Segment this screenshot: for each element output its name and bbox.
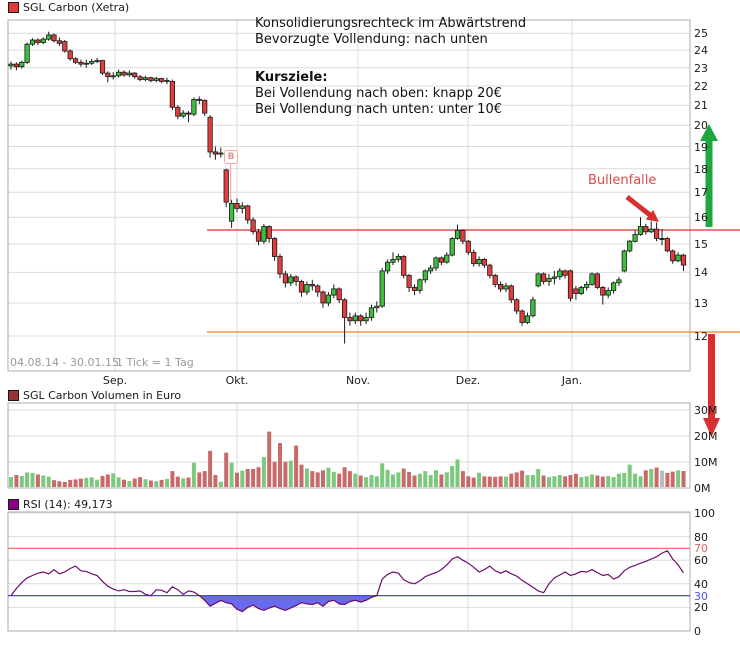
price-tick-label: 25 [694, 27, 708, 41]
rsi-tick-label: 0 [694, 625, 701, 638]
rsi-legend-swatch-icon [8, 499, 19, 510]
price-tick-label: 15 [694, 238, 708, 251]
bullenfalle-arrow [625, 195, 659, 222]
price-tick-label: 19 [694, 140, 708, 154]
price-tick-label: 18 [694, 162, 708, 176]
month-label: Okt. [225, 374, 249, 387]
tick-interval-label: 1 Tick = 1 Tag [116, 356, 194, 369]
month-label: Sep. [102, 374, 128, 387]
volume-tick-label: 0M [694, 482, 711, 495]
month-label: Jan. [561, 374, 583, 387]
month-label: Dez. [455, 374, 481, 387]
date-range-label: 04.08.14 - 30.01.15 [10, 356, 119, 369]
rsi-legend: RSI (14): 49,173 [8, 499, 113, 510]
bullenfalle-label: Bullenfalle [588, 173, 657, 188]
price-tick-label: 12 [694, 330, 708, 343]
price-plot-area[interactable] [8, 20, 690, 371]
rsi-tick-label: 70 [694, 542, 708, 556]
rsi-plot-area[interactable] [8, 512, 690, 631]
rsi-tick-label: 100 [694, 507, 715, 520]
price-tick-label: 24 [694, 44, 708, 58]
rsi-legend-label: RSI (14): 49,173 [23, 498, 113, 511]
price-tick-label: 22 [694, 80, 708, 93]
rsi-tick-label: 60 [694, 554, 708, 568]
upside-target-arrow [700, 124, 718, 227]
volume-tick-label: 30M [694, 404, 718, 417]
analysis-annotation: Konsolidierungsrechteck im Abwärtstrend … [255, 16, 526, 118]
price-legend-swatch-icon [8, 2, 19, 13]
price-legend-label: SGL Carbon (Xetra) [23, 1, 130, 14]
rsi-tick-label: 40 [694, 577, 708, 591]
price-tick-label: 14 [694, 266, 708, 280]
b-event-marker[interactable]: B [224, 150, 238, 164]
volume-legend-label: SGL Carbon Volumen in Euro [23, 389, 182, 402]
rsi-tick-label: 20 [694, 601, 708, 615]
price-tick-label: 20 [694, 119, 708, 133]
price-tick-label: 17 [694, 186, 708, 200]
annotation-target-down: Bei Vollendung nach unten: unter 10€ [255, 102, 502, 117]
price-tick-label: 16 [694, 211, 708, 225]
price-legend: SGL Carbon (Xetra) [8, 2, 129, 13]
volume-legend-swatch-icon [8, 390, 19, 401]
rsi-tick-label: 30 [694, 589, 708, 603]
volume-plot-area[interactable] [8, 403, 690, 488]
price-tick-label: 13 [694, 297, 708, 310]
price-tick-label: 21 [694, 99, 708, 113]
volume-tick-label: 20M [694, 430, 718, 443]
annotation-heading-kursziele: Kursziele: [255, 70, 328, 85]
volume-tick-label: 10M [694, 456, 718, 469]
month-label: Nov. [345, 374, 371, 387]
downside-target-arrow [703, 334, 720, 437]
annotation-line-consolidation: Konsolidierungsrechteck im Abwärtstrend [255, 16, 527, 31]
annotation-target-up: Bei Vollendung nach oben: knapp 20€ [255, 86, 502, 101]
rsi-tick-label: 80 [694, 530, 708, 544]
volume-legend: SGL Carbon Volumen in Euro [8, 390, 181, 401]
annotation-line-completion: Bevorzugte Vollendung: nach unten [255, 32, 488, 47]
price-tick-label: 23 [694, 61, 708, 75]
